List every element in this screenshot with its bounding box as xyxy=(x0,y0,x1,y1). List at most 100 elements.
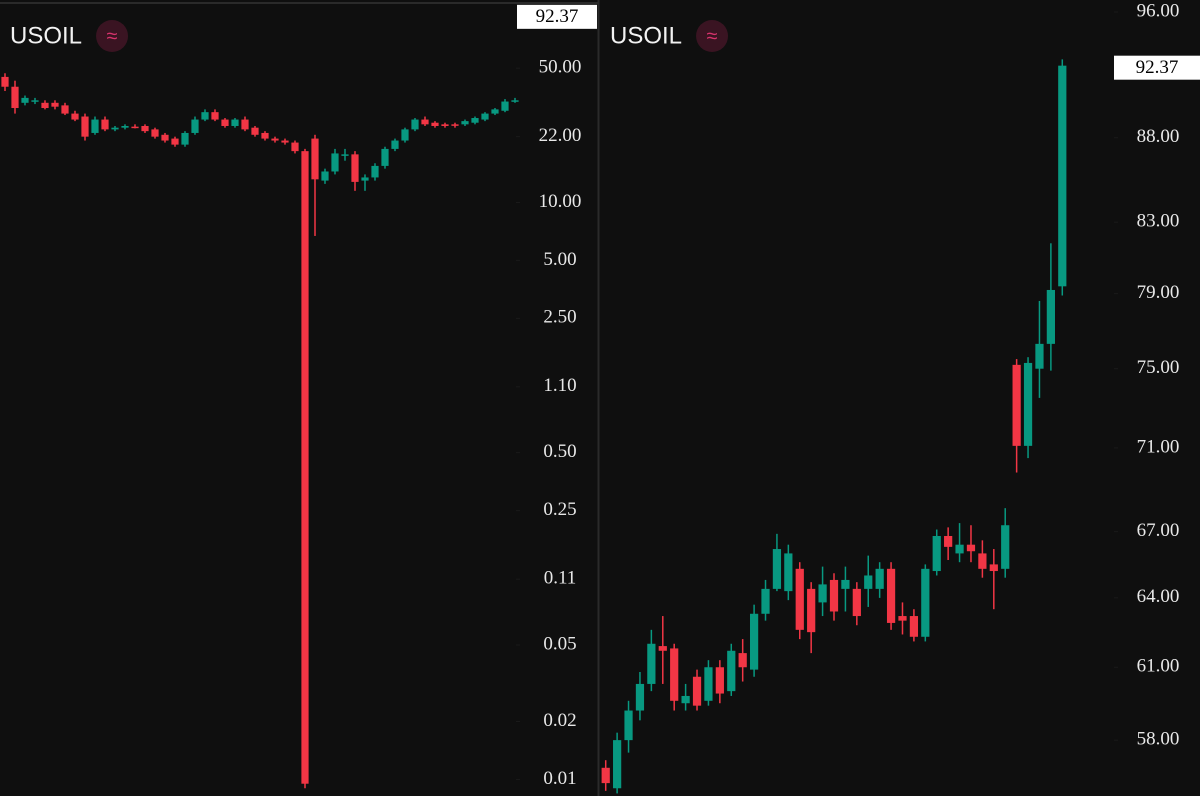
candle-body xyxy=(658,646,667,651)
candle-body xyxy=(131,126,139,129)
candle-body xyxy=(875,568,884,589)
candle-body xyxy=(471,118,479,123)
candle-body xyxy=(101,119,109,130)
y-tick-label: 22.00 xyxy=(539,125,582,146)
candle-body xyxy=(944,536,953,547)
candle-body xyxy=(864,575,873,589)
candle-body xyxy=(301,151,309,784)
candle-body xyxy=(1,76,9,87)
candle-body xyxy=(841,579,850,589)
candle-body xyxy=(391,140,399,149)
candle-body xyxy=(341,154,349,156)
candle-body xyxy=(201,112,209,120)
candle-body xyxy=(161,134,169,141)
candle-body xyxy=(681,695,690,704)
candle-body xyxy=(41,102,49,109)
candle-body xyxy=(231,119,239,126)
y-tick-label: 10.00 xyxy=(539,191,582,212)
y-tick-label: 0.11 xyxy=(544,568,577,589)
candle-body xyxy=(898,616,907,621)
symbol-icon-bg xyxy=(696,20,729,52)
candle-body xyxy=(966,544,976,552)
symbol-title: USOIL xyxy=(610,22,682,49)
symbol-title: USOIL xyxy=(10,22,82,49)
candle-body xyxy=(1023,362,1033,446)
y-tick-label: 0.02 xyxy=(543,710,576,731)
candle-body xyxy=(491,109,499,114)
candle-body xyxy=(431,122,439,126)
y-tick-label: 64.00 xyxy=(1137,586,1180,607)
y-tick-label: 71.00 xyxy=(1137,436,1180,457)
candle-body xyxy=(141,125,149,132)
candle-body xyxy=(71,113,79,120)
y-tick-label: 88.00 xyxy=(1137,126,1180,147)
candle-body xyxy=(886,568,896,623)
candle-body xyxy=(221,119,229,126)
candle-body xyxy=(955,544,964,554)
y-tick-label: 0.25 xyxy=(543,499,576,520)
y-tick-label: 0.05 xyxy=(543,633,576,654)
candle-body xyxy=(624,710,633,741)
candle-body xyxy=(421,119,429,125)
y-tick-label: 0.01 xyxy=(543,768,576,789)
y-tick-label: 67.00 xyxy=(1137,520,1180,541)
candle-body xyxy=(211,112,219,120)
candle-body xyxy=(795,568,804,630)
candle-body xyxy=(989,564,998,572)
y-tick-label: 58.00 xyxy=(1137,728,1180,749)
candle-body xyxy=(670,648,679,701)
candle-body xyxy=(852,588,861,617)
candle-body xyxy=(1012,364,1021,446)
candle-body xyxy=(241,119,249,130)
candle-body xyxy=(151,129,159,137)
y-tick-label: 2.50 xyxy=(543,307,576,328)
candle-body xyxy=(909,616,919,637)
candle-body xyxy=(121,125,129,128)
candle-body xyxy=(978,553,987,569)
candle-body xyxy=(511,100,519,102)
candle-body xyxy=(613,740,622,789)
symbol-icon-bg xyxy=(96,20,129,52)
candle-body xyxy=(601,767,610,784)
candle-body xyxy=(1046,289,1055,344)
candle-body xyxy=(481,113,489,120)
candle-body xyxy=(1058,65,1067,287)
y-tick-label: 79.00 xyxy=(1137,282,1180,303)
candle-body xyxy=(818,584,827,603)
chart-panel: 96.00 88.00 83.00 79.00 75.00 71.00 67.00 64.00… xyxy=(601,0,1200,794)
candle-body xyxy=(381,148,389,166)
y-tick-label: 83.00 xyxy=(1137,211,1180,232)
candle-body xyxy=(331,153,339,172)
y-tick-label: 50.00 xyxy=(539,56,582,77)
last-price-label: 92.37 xyxy=(536,6,579,27)
candle-body xyxy=(1035,343,1044,369)
candle-body xyxy=(692,676,702,706)
candle-body xyxy=(111,127,119,130)
candle-body xyxy=(311,138,319,180)
candle-body xyxy=(441,124,449,126)
candle-body xyxy=(61,105,69,114)
y-tick-label: 96.00 xyxy=(1137,0,1180,21)
candle-body xyxy=(31,100,39,102)
y-tick-label: 0.50 xyxy=(543,441,576,462)
last-price-label: 92.37 xyxy=(1136,57,1179,78)
candle-body xyxy=(411,119,419,130)
candle-body xyxy=(251,127,259,135)
candle-body xyxy=(361,177,369,181)
candle-body xyxy=(921,568,930,637)
y-tick-label: 75.00 xyxy=(1137,357,1180,378)
candle-body xyxy=(704,667,713,701)
last-price-box xyxy=(1114,55,1200,80)
y-tick-label: 5.00 xyxy=(543,249,576,270)
chart-panel: 50.00 22.00 10.00 5.00 2.50 1.10 0.50 0.25 0.11 0… xyxy=(1,4,597,789)
candle-body xyxy=(321,171,329,181)
candle-body xyxy=(21,97,29,103)
candle-body xyxy=(761,588,770,614)
y-tick-label: 61.00 xyxy=(1137,656,1180,677)
candle-body xyxy=(932,536,941,572)
candle-body xyxy=(81,116,89,137)
candle-body xyxy=(291,142,299,152)
candle-body xyxy=(738,653,747,668)
